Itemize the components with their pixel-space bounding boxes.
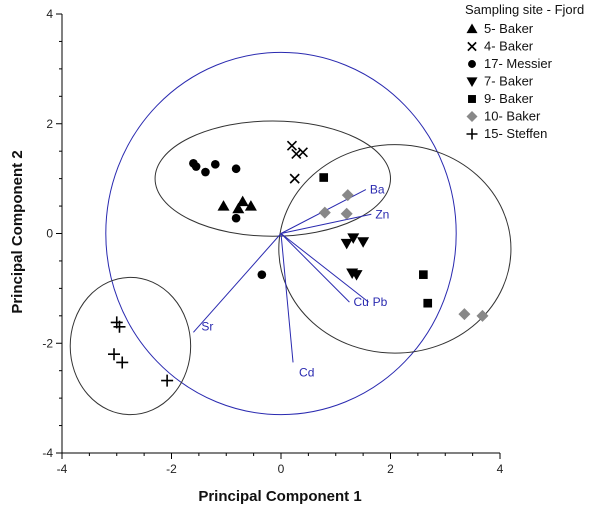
legend-entry: 9- Baker bbox=[484, 91, 534, 106]
y-tick-label: 2 bbox=[46, 117, 53, 131]
point-square bbox=[419, 270, 428, 279]
x-tick-label: 4 bbox=[497, 462, 504, 476]
legend-entry: 15- Steffen bbox=[484, 126, 547, 141]
x-tick-label: 0 bbox=[278, 462, 285, 476]
point-x bbox=[289, 173, 300, 184]
x-tick-label: -4 bbox=[57, 462, 68, 476]
legend-entry: 7- Baker bbox=[484, 74, 534, 89]
point-circle bbox=[201, 167, 210, 177]
loading-label-zn: Zn bbox=[375, 207, 389, 221]
data-points bbox=[108, 140, 489, 387]
loading-vector-cu bbox=[280, 233, 350, 303]
point-x bbox=[297, 147, 308, 158]
point-plus bbox=[116, 356, 129, 369]
ellipse-layer bbox=[69, 51, 512, 416]
legend-marker-triangle-up bbox=[466, 23, 478, 34]
point-triangle-up bbox=[232, 202, 245, 214]
loading-label-cu: Cu bbox=[353, 295, 368, 309]
legend-marker-square bbox=[468, 95, 476, 103]
point-plus bbox=[161, 374, 174, 387]
point-circle bbox=[210, 160, 220, 169]
x-tick-label: 2 bbox=[387, 462, 394, 476]
legend-marker-circle bbox=[468, 60, 476, 68]
y-tick-label: 0 bbox=[46, 227, 53, 241]
point-triangle-down bbox=[357, 237, 370, 248]
loading-layer: Ba Zn Cu Pb Sr Cd bbox=[193, 183, 389, 379]
point-diamond bbox=[341, 189, 354, 202]
legend-marker-triangle-down bbox=[466, 77, 478, 87]
ellipse-left-cluster bbox=[69, 276, 192, 416]
axes: -4 -2 0 2 4 -4 -2 0 2 4 bbox=[42, 7, 503, 476]
ellipse-outer bbox=[105, 51, 457, 416]
point-diamond bbox=[318, 206, 331, 219]
loading-label-ba: Ba bbox=[370, 183, 385, 197]
point-diamond bbox=[340, 207, 353, 220]
legend: Sampling site - Fjord 5- Baker 4- Baker 17-… bbox=[465, 2, 584, 141]
legend-entry: 4- Baker bbox=[484, 39, 534, 54]
legend-entry: 10- Baker bbox=[484, 109, 541, 124]
legend-marker-plus bbox=[466, 128, 478, 140]
loading-vector-zn bbox=[280, 213, 372, 234]
point-triangle-down bbox=[347, 233, 360, 244]
point-triangle-up bbox=[236, 195, 249, 207]
legend-title: Sampling site - Fjord bbox=[465, 2, 584, 17]
point-circle bbox=[257, 270, 267, 279]
loading-vector-pb bbox=[280, 233, 369, 303]
loading-vector-cd bbox=[280, 233, 294, 363]
point-x bbox=[291, 148, 302, 159]
y-tick-label: 4 bbox=[46, 7, 53, 21]
ellipse-upper-cluster bbox=[154, 120, 392, 237]
legend-entry: 5- Baker bbox=[484, 21, 534, 36]
y-tick-label: -4 bbox=[42, 446, 53, 460]
point-x bbox=[286, 140, 298, 151]
point-circle bbox=[231, 164, 241, 174]
x-tick-label: -2 bbox=[166, 462, 177, 476]
point-circle bbox=[191, 162, 201, 171]
legend-entry: 17- Messier bbox=[484, 56, 553, 71]
y-tick-label: -2 bbox=[42, 336, 53, 350]
point-triangle-up bbox=[244, 200, 257, 211]
point-triangle-down bbox=[340, 238, 353, 250]
point-square bbox=[423, 298, 433, 308]
loading-label-sr: Sr bbox=[201, 319, 213, 333]
point-plus bbox=[113, 320, 126, 333]
loading-label-pb: Pb bbox=[373, 295, 388, 309]
x-axis-title: Principal Component 1 bbox=[198, 488, 361, 505]
legend-marker-x bbox=[467, 41, 477, 52]
point-circle bbox=[231, 213, 241, 223]
point-triangle-down bbox=[350, 270, 363, 281]
y-axis-title: Principal Component 2 bbox=[9, 150, 26, 313]
point-diamond bbox=[458, 308, 471, 321]
point-plus bbox=[108, 348, 121, 361]
loading-vector-sr bbox=[193, 233, 282, 333]
point-diamond bbox=[476, 309, 489, 322]
point-square bbox=[319, 173, 329, 182]
loading-label-cd: Cd bbox=[299, 365, 314, 379]
ellipse-right-cluster bbox=[278, 144, 512, 354]
legend-marker-diamond bbox=[466, 111, 478, 122]
point-triangle-up bbox=[217, 200, 230, 211]
